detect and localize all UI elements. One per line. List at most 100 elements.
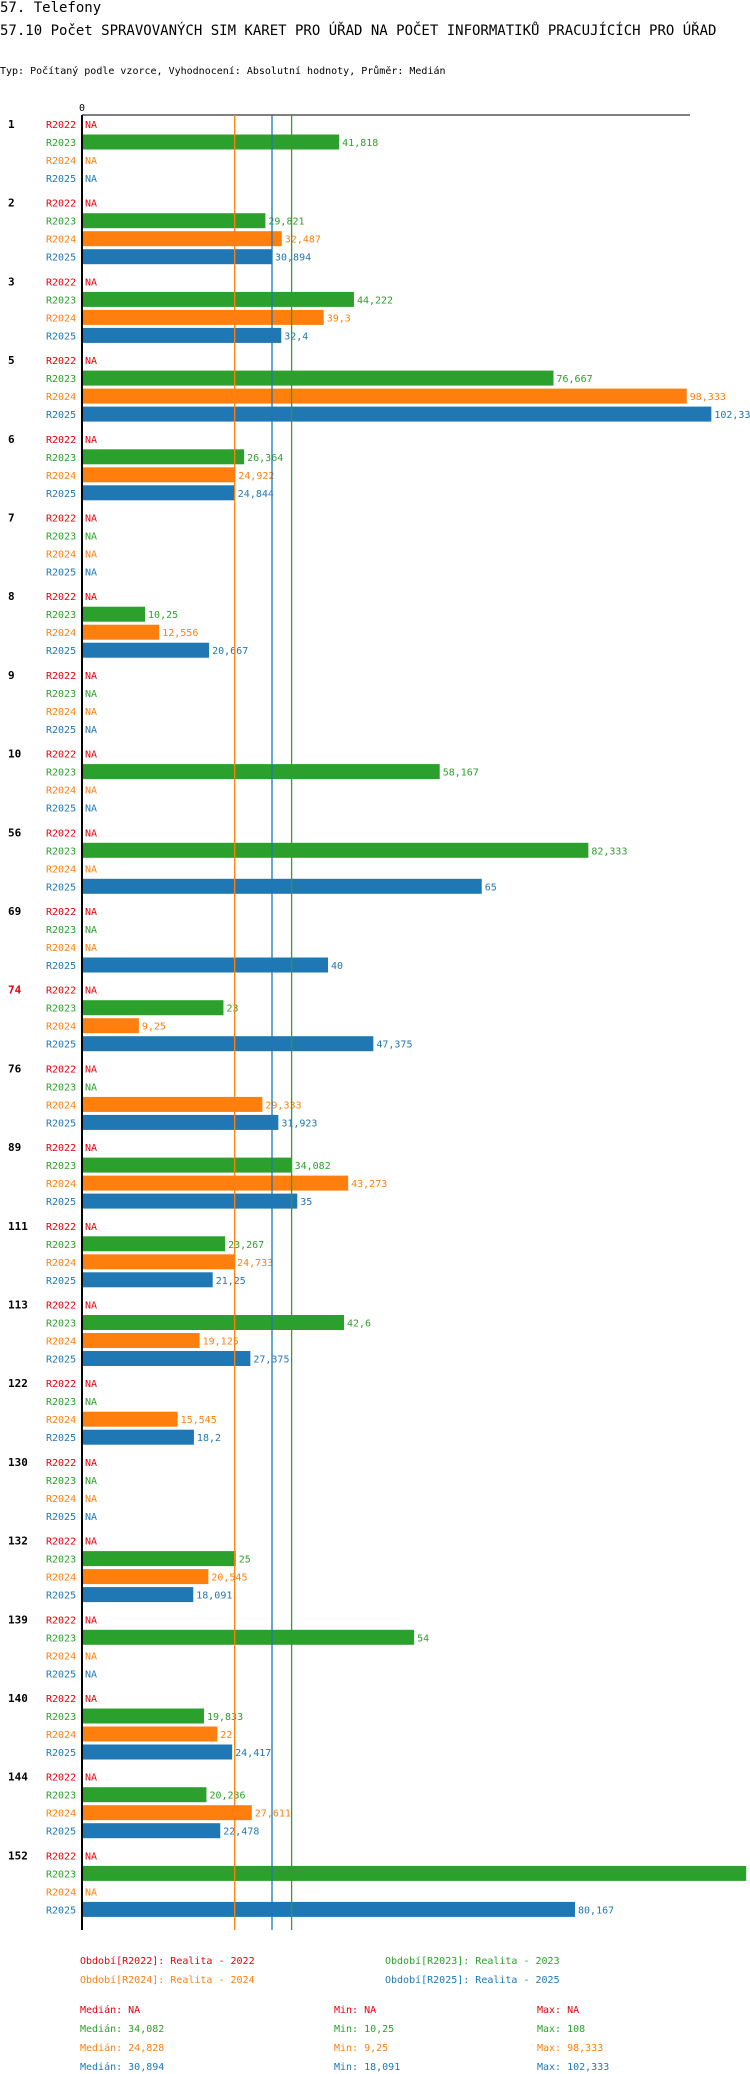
na-label-1-R2024: NA [85,156,97,167]
bar-144-R2025 [82,1823,221,1839]
series-label-74-R2023: R2023 [46,1004,76,1015]
bar-5-R2025 [82,406,712,422]
bar-111-R2023 [82,1236,226,1252]
bar-74-R2023 [82,1000,224,1016]
na-label-7-R2022: NA [85,514,97,525]
series-label-152-R2025: R2025 [46,1905,76,1916]
value-label-76-R2025: 31,923 [281,1118,317,1129]
series-label-3-R2025: R2025 [46,331,76,342]
value-label-6-R2024: 24,922 [238,471,274,482]
group-label-139: 139 [8,1613,28,1626]
group-label-7: 7 [8,512,15,525]
series-label-3-R2022: R2022 [46,277,76,288]
na-label-1-R2022: NA [85,120,97,131]
bar-152-R2023 [82,1865,747,1881]
bar-139-R2023 [82,1629,415,1645]
na-label-139-R2025: NA [85,1669,97,1680]
bar-2-R2025 [82,249,272,265]
na-label-122-R2022: NA [85,1379,97,1390]
group-label-74: 74 [8,984,22,997]
na-label-144-R2022: NA [85,1773,97,1784]
series-label-2-R2024: R2024 [46,235,76,246]
value-label-2-R2023: 29,821 [268,217,304,228]
bar-3-R2024 [82,309,324,325]
value-label-8-R2024: 12,556 [162,628,198,639]
bar-111-R2025 [82,1272,213,1288]
series-label-7-R2024: R2024 [46,550,76,561]
group-label-10: 10 [8,748,21,761]
value-label-2-R2025: 30,894 [275,253,311,264]
na-label-130-R2025: NA [85,1512,97,1523]
value-label-132-R2024: 20,545 [211,1573,247,1584]
bar-122-R2024 [82,1411,178,1427]
value-label-132-R2023: 25 [239,1555,251,1566]
stat-max-r2024: Max: 98,333 [537,2043,604,2054]
series-label-130-R2024: R2024 [46,1494,76,1505]
bar-74-R2025 [82,1036,374,1052]
series-label-9-R2022: R2022 [46,671,76,682]
series-label-2-R2022: R2022 [46,199,76,210]
value-label-111-R2025: 21,25 [216,1276,246,1287]
group-label-8: 8 [8,590,15,603]
na-label-5-R2022: NA [85,356,97,367]
na-label-69-R2023: NA [85,925,97,936]
series-label-132-R2025: R2025 [46,1591,76,1602]
bar-8-R2023 [82,606,146,622]
na-label-130-R2022: NA [85,1458,97,1469]
series-label-113-R2025: R2025 [46,1355,76,1366]
value-label-1-R2023: 41,818 [342,138,378,149]
legend-period-r2022: Období[R2022]: Realita - 2022 [80,1956,255,1967]
bar-69-R2025 [82,957,328,973]
series-label-89-R2023: R2023 [46,1161,76,1172]
bar-6-R2024 [82,467,236,483]
series-label-132-R2023: R2023 [46,1555,76,1566]
na-label-140-R2022: NA [85,1694,97,1705]
bar-10-R2023 [82,764,440,780]
stat-max-r2023: Max: 108 [537,2024,586,2035]
bar-89-R2025 [82,1193,298,1209]
group-label-9: 9 [8,669,15,682]
bar-6-R2023 [82,449,245,465]
na-label-69-R2022: NA [85,907,97,918]
series-label-144-R2022: R2022 [46,1773,76,1784]
group-label-140: 140 [8,1692,28,1705]
value-label-3-R2023: 44,222 [357,295,393,306]
series-label-10-R2024: R2024 [46,786,76,797]
value-label-144-R2025: 22,478 [223,1827,259,1838]
bar-132-R2025 [82,1587,194,1603]
stat-max-r2025: Max: 102,333 [537,2062,610,2073]
na-label-56-R2024: NA [85,864,97,875]
na-label-111-R2022: NA [85,1222,97,1233]
stat-median-r2023: Medián: 34,082 [80,2024,165,2035]
series-label-8-R2022: R2022 [46,592,76,603]
value-label-5-R2024: 98,333 [690,392,726,403]
value-label-56-R2025: 65 [485,882,497,893]
value-label-89-R2023: 34,082 [295,1161,331,1172]
series-label-10-R2023: R2023 [46,768,76,779]
na-label-89-R2022: NA [85,1143,97,1154]
value-label-144-R2024: 27,611 [255,1809,291,1820]
series-label-1-R2024: R2024 [46,156,76,167]
series-label-1-R2022: R2022 [46,120,76,131]
bar-122-R2025 [82,1429,194,1445]
value-label-6-R2025: 24,844 [238,489,274,500]
stat-min-r2025: Min: 18,091 [334,2062,401,2073]
na-label-132-R2022: NA [85,1537,97,1548]
group-label-111: 111 [8,1220,28,1233]
stat-min-r2023: Min: 10,25 [334,2024,395,2035]
series-label-144-R2024: R2024 [46,1809,76,1820]
stat-median-r2025: Medián: 30,894 [80,2062,165,2073]
series-label-76-R2022: R2022 [46,1064,76,1075]
series-label-69-R2024: R2024 [46,943,76,954]
series-label-140-R2023: R2023 [46,1712,76,1723]
series-label-144-R2025: R2025 [46,1827,76,1838]
series-label-139-R2025: R2025 [46,1669,76,1680]
bar-152-R2025 [82,1901,576,1917]
group-label-113: 113 [8,1299,28,1312]
group-label-1: 1 [8,118,15,131]
legend-period-r2023: Období[R2023]: Realita - 2023 [385,1956,560,1967]
value-label-2-R2024: 32,487 [285,235,321,246]
series-label-56-R2022: R2022 [46,828,76,839]
series-label-152-R2023: R2023 [46,1869,76,1880]
value-label-132-R2025: 18,091 [196,1591,232,1602]
